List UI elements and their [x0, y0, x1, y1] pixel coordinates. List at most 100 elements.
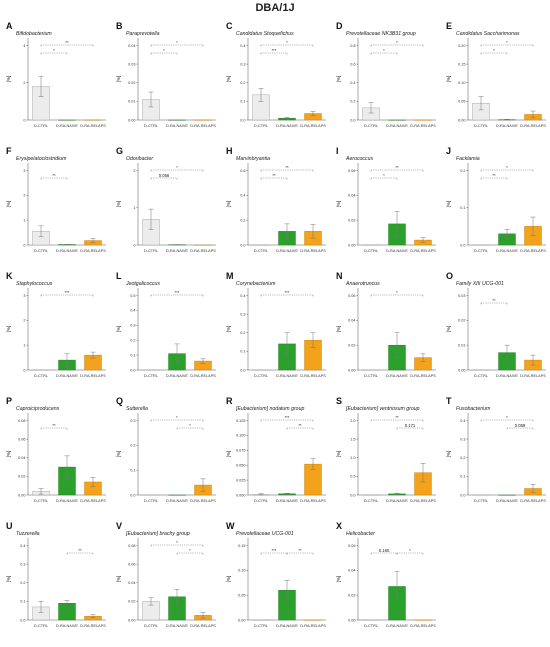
chart-svg: P Caproiciproducens 0.00 0.02 0.04 0.06 0.08 [%… [6, 396, 106, 503]
panel-letter: T [446, 396, 452, 406]
significance-label: *** [285, 290, 290, 295]
y-tick-label: 0.15 [458, 62, 465, 66]
chart-panel-t: T Fusobacterium 0.0 0.1 0.2 0.3 0.4 [%] D-CTRL D-… [444, 395, 550, 519]
y-tick-label: 0.2 [460, 169, 465, 173]
panel-title: Jeotgalicoccus [125, 281, 160, 287]
y-tick-label: 2 [133, 169, 135, 173]
x-tick-label: D-RA-NAIVE [166, 499, 188, 503]
x-tick-label: D-RA-RELAPS [80, 624, 106, 628]
panel-title: Erysipelatoclostridium [16, 156, 67, 162]
x-tick-label: D-CTRL [254, 124, 268, 128]
chart-panel-i: I Aerococcus 0.00 0.02 0.04 0.06 [%] D-CTRL D-RA… [334, 145, 440, 269]
significance-label: * [396, 290, 398, 295]
significance-label: 0.056 [159, 173, 170, 178]
y-tick-label: 0.10 [458, 81, 465, 85]
chart-panel-g: G Odoribacter 0 1 2 [%] D-CTRL D-RA-NAIVE D-RA-R… [114, 145, 220, 269]
chart-svg: S[Eubacterium] ventriosum group 0.0 0.5 1.0… [336, 396, 436, 503]
y-tick-label: 0.08 [18, 419, 25, 423]
y-tick-label: 0.05 [458, 100, 465, 104]
significance-label: 0.059 [515, 423, 526, 428]
x-tick-label: D-RA-NAIVE [386, 124, 408, 128]
y-tick-label: 0.1 [240, 350, 245, 354]
y-axis-label: [%] [226, 451, 231, 458]
y-tick-label: 0.06 [18, 437, 25, 441]
panel-letter: W [226, 521, 235, 531]
y-tick-label: 0.4 [240, 194, 245, 198]
y-tick-label: 0.00 [238, 618, 245, 622]
y-tick-label: 0.0 [240, 243, 245, 247]
y-tick-label: 0.6 [350, 62, 355, 66]
chart-panel-n: N Anaerotruncus 0.00 0.02 0.04 0.06 [%] D-CTRL D… [334, 270, 440, 394]
significance-label: ** [298, 423, 302, 428]
significance-label: *** [175, 290, 180, 295]
significance-label: ** [492, 173, 496, 178]
x-tick-label: D-RA-RELAPS [190, 374, 216, 378]
y-tick-label: 0.0 [130, 368, 135, 372]
y-tick-label: 0.1 [460, 475, 465, 479]
x-tick-label: D-RA-RELAPS [300, 249, 326, 253]
x-tick-label: D-RA-NAIVE [496, 124, 518, 128]
y-tick-label: 0.02 [348, 593, 355, 597]
x-tick-label: D-RA-NAIVE [166, 374, 188, 378]
x-tick-label: D-CTRL [254, 499, 268, 503]
y-tick-label: 0.4 [20, 544, 25, 548]
chart-panel-r: R [Eubacterium] nodatum group 0.000 0.025 0.… [224, 395, 330, 519]
panel-title: Bifidobacterium [16, 31, 52, 37]
significance-label: ** [492, 298, 496, 303]
y-tick-label: 0.0 [240, 368, 245, 372]
y-axis-label: [%] [226, 76, 231, 83]
x-tick-label: D-RA-NAIVE [496, 499, 518, 503]
x-tick-label: D-RA-RELAPS [300, 624, 326, 628]
y-tick-label: 0.1 [240, 100, 245, 104]
y-axis-label: [%] [226, 201, 231, 208]
x-tick-label: D-CTRL [254, 624, 268, 628]
x-tick-label: D-CTRL [144, 124, 158, 128]
significance-label: * [383, 48, 385, 53]
x-tick-label: D-RA-RELAPS [410, 249, 436, 253]
panel-letter: E [446, 21, 452, 31]
panel-title: Staphylococcus [16, 281, 53, 287]
significance-label: * [409, 548, 411, 553]
x-tick-label: D-CTRL [34, 374, 48, 378]
y-tick-label: 2 [23, 194, 25, 198]
significance-label: * [176, 540, 178, 545]
y-tick-label: 0.8 [350, 44, 355, 48]
x-tick-label: D-CTRL [474, 499, 488, 503]
y-tick-label: 0.2 [130, 338, 135, 342]
y-axis-label: [%] [446, 451, 451, 458]
chart-svg: F Erysipelatoclostridium 0 1 2 3 [%] D-CTRL D-RA… [6, 146, 106, 253]
y-tick-label: 1 [133, 206, 135, 210]
y-tick-label: 0.02 [128, 81, 135, 85]
y-tick-label: 0.03 [128, 62, 135, 66]
x-tick-label: D-RA-RELAPS [410, 624, 436, 628]
chart-panel-w: W Prevotellaceae UCG-001 0.00 0.05 0.10 0.15 [… [224, 520, 330, 644]
x-tick-label: D-CTRL [364, 249, 378, 253]
x-tick-label: D-RA-NAIVE [166, 249, 188, 253]
chart-svg: X Helicobacter 0.00 0.02 0.04 0.06 [%] D-CTRL D-… [336, 521, 436, 628]
x-tick-label: D-CTRL [254, 249, 268, 253]
y-axis-label: [%] [116, 451, 121, 458]
y-tick-label: 3 [23, 169, 25, 173]
y-tick-label: 1.0 [350, 456, 355, 460]
panel-letter: L [116, 271, 122, 281]
y-tick-label: 0.1 [130, 353, 135, 357]
y-tick-label: 2 [23, 319, 25, 323]
x-tick-label: D-RA-RELAPS [80, 124, 106, 128]
panel-title: Caproiciproducens [16, 406, 60, 412]
y-tick-label: 0.5 [130, 294, 135, 298]
y-axis-label: [%] [336, 201, 341, 208]
significance-label: * [396, 40, 398, 45]
y-axis-label: [%] [336, 451, 341, 458]
x-tick-label: D-RA-RELAPS [410, 374, 436, 378]
x-tick-label: D-CTRL [34, 499, 48, 503]
x-tick-label: D-RA-RELAPS [190, 499, 216, 503]
y-tick-label: 0.02 [348, 343, 355, 347]
y-tick-label: 0.04 [128, 581, 135, 585]
x-tick-label: D-RA-RELAPS [300, 499, 326, 503]
y-tick-label: 0.20 [458, 44, 465, 48]
